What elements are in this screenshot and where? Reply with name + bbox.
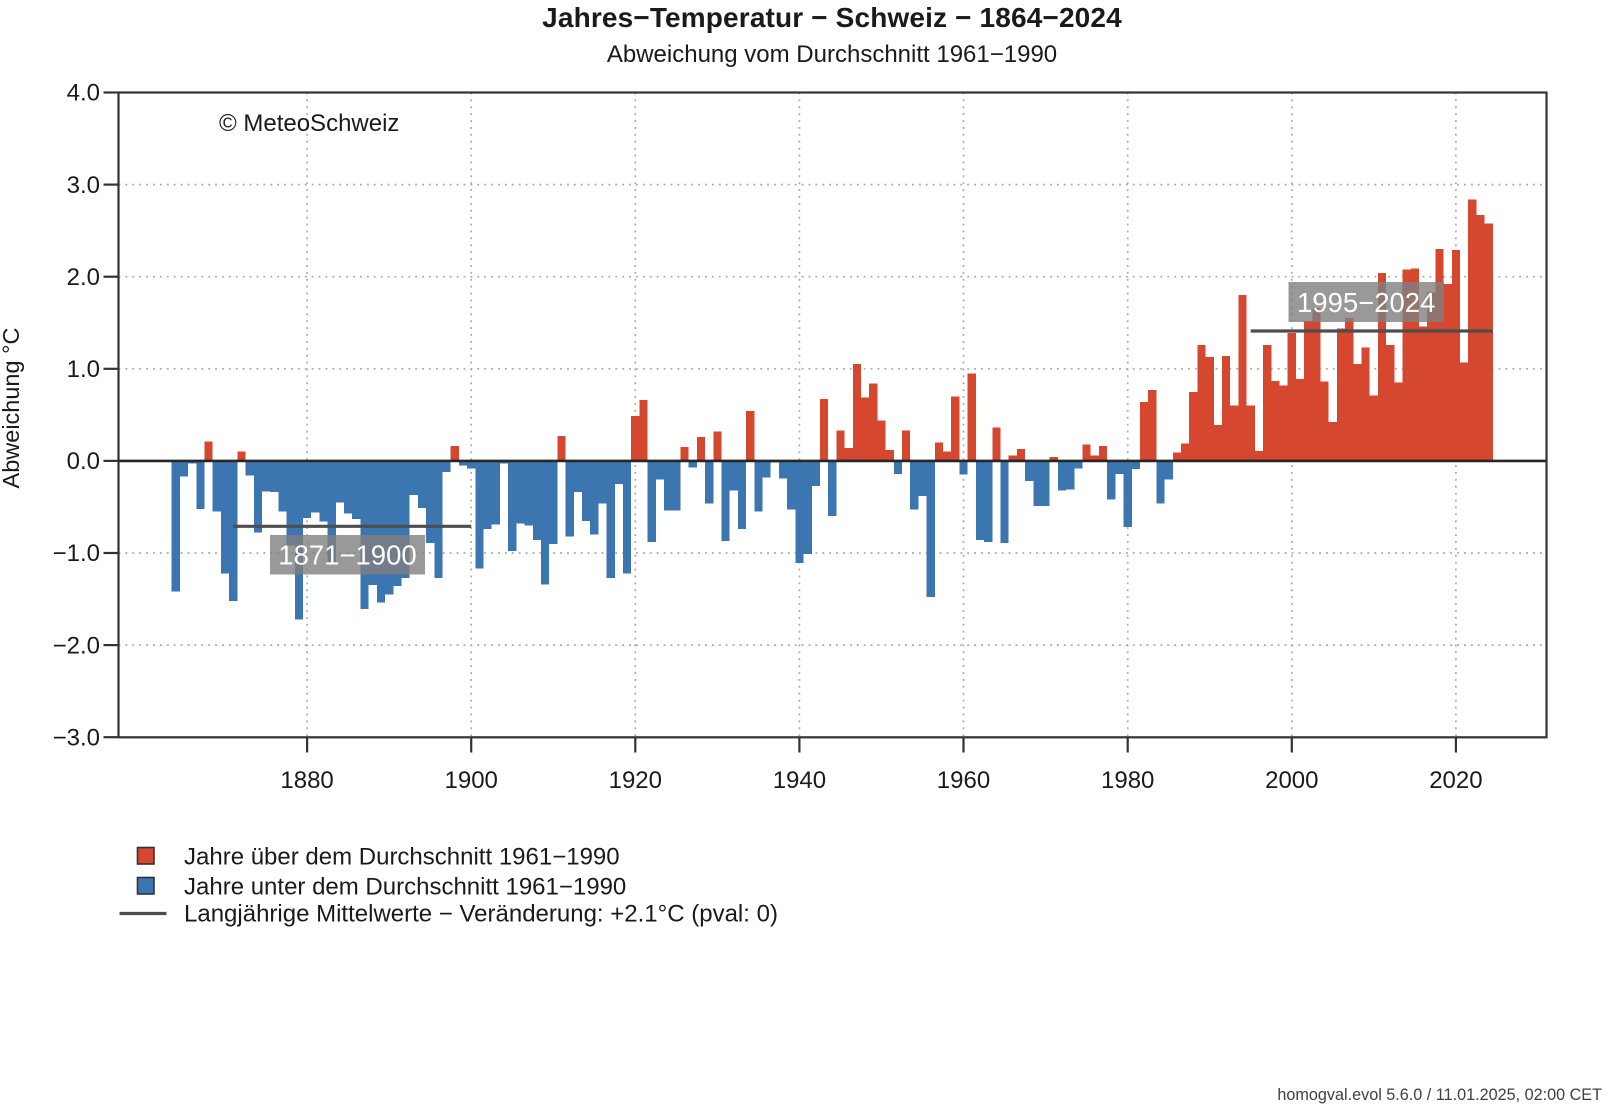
svg-text:1900: 1900 <box>445 767 498 794</box>
svg-text:3.0: 3.0 <box>67 172 100 199</box>
svg-text:−3.0: −3.0 <box>53 724 100 751</box>
svg-text:Jahre unter dem Durchschnitt 1: Jahre unter dem Durchschnitt 1961−1990 <box>184 874 626 901</box>
svg-text:homogval.evol 5.6.0 / 11.01.20: homogval.evol 5.6.0 / 11.01.2025, 02:00 … <box>1277 1086 1602 1104</box>
svg-text:1960: 1960 <box>937 767 990 794</box>
svg-text:Abweichung vom Durchschnitt 19: Abweichung vom Durchschnitt 1961−1990 <box>607 41 1057 68</box>
svg-text:Jahre über dem Durchschnitt 19: Jahre über dem Durchschnitt 1961−1990 <box>184 844 620 871</box>
svg-text:1995−2024: 1995−2024 <box>1297 287 1435 318</box>
svg-text:−1.0: −1.0 <box>53 540 100 567</box>
svg-text:© MeteoSchweiz: © MeteoSchweiz <box>219 110 399 137</box>
svg-text:Jahres−Temperatur − Schweiz −: Jahres−Temperatur − Schweiz − 1864−2024 <box>542 2 1122 33</box>
svg-text:1871−1900: 1871−1900 <box>278 540 416 571</box>
svg-text:1940: 1940 <box>773 767 826 794</box>
svg-text:1980: 1980 <box>1101 767 1154 794</box>
svg-text:2000: 2000 <box>1265 767 1318 794</box>
svg-text:0.0: 0.0 <box>67 448 100 475</box>
svg-text:2020: 2020 <box>1429 767 1482 794</box>
svg-text:−2.0: −2.0 <box>53 632 100 659</box>
svg-text:1920: 1920 <box>609 767 662 794</box>
svg-text:2.0: 2.0 <box>67 264 100 291</box>
svg-text:1.0: 1.0 <box>67 356 100 383</box>
svg-text:4.0: 4.0 <box>67 80 100 107</box>
svg-text:1880: 1880 <box>280 767 333 794</box>
svg-text:Abweichung °C: Abweichung °C <box>0 328 24 489</box>
svg-text:Langjährige Mittelwerte − Verä: Langjährige Mittelwerte − Veränderung: +… <box>184 901 778 928</box>
